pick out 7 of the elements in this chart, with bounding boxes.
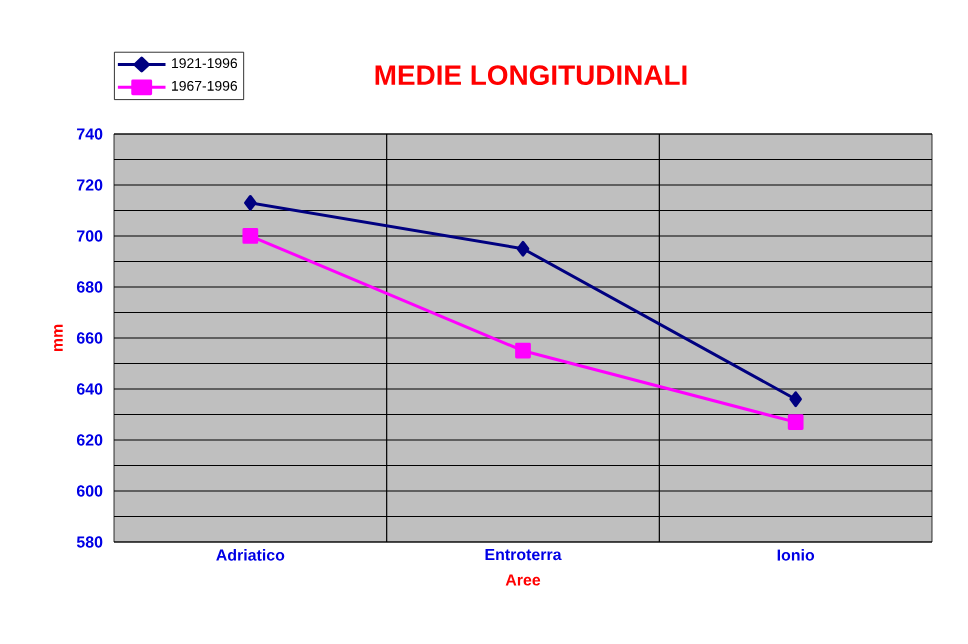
point — [242, 228, 259, 244]
chart-title: MEDIE LONGITUDINALI — [375, 65, 687, 86]
point — [515, 342, 531, 359]
point — [244, 194, 257, 211]
point — [516, 240, 530, 257]
point — [789, 391, 802, 408]
point — [787, 414, 804, 431]
